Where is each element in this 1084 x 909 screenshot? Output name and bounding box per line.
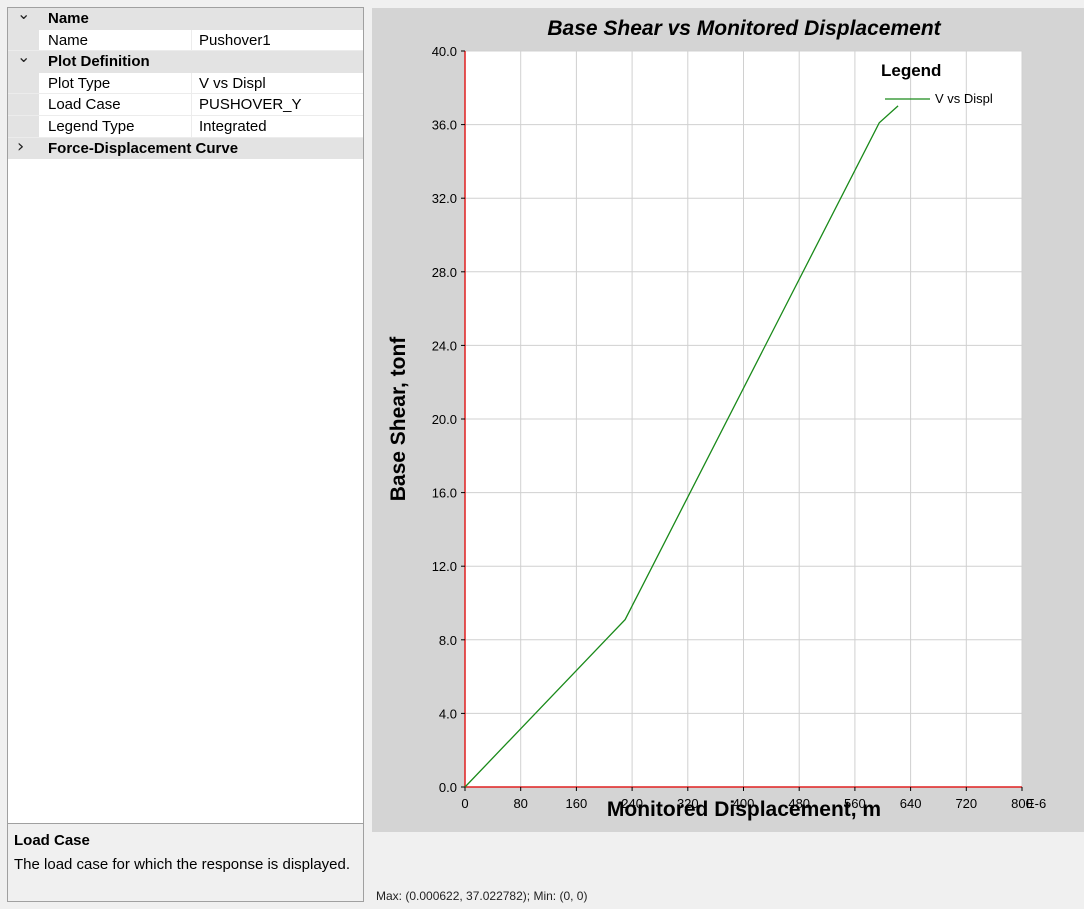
property-name: Legend Type [48, 117, 135, 135]
y-tick-label: 32.0 [432, 191, 457, 206]
y-tick-label: 0.0 [439, 780, 457, 795]
chart-panel: 0 80 160 240 320 400 480 560 640 720 800 0.0 4.0 8.0 1… [372, 8, 1084, 832]
status-bar: Max: (0.000622, 37.022782); Min: (0, 0) [372, 884, 1084, 909]
category-label: Force-Displacement Curve [48, 139, 239, 157]
x-tick-label: 160 [566, 796, 588, 811]
x-tick-label: 240 [621, 796, 643, 811]
y-tick-label: 20.0 [432, 412, 457, 427]
category-label: Name [48, 10, 89, 27]
help-box: Load Case The load case for which the re… [8, 823, 363, 901]
property-row[interactable]: Load Case PUSHOVER_Y [8, 94, 363, 116]
legend-label: V vs Displ [935, 91, 993, 106]
property-value[interactable]: PUSHOVER_Y [191, 94, 363, 115]
x-tick-label: 800 [1011, 796, 1033, 811]
y-tick-label: 28.0 [432, 265, 457, 280]
series-line[interactable] [464, 105, 899, 788]
row-gutter [8, 115, 39, 137]
row-gutter [8, 72, 39, 94]
chevron-right-icon[interactable]: › [17, 135, 25, 157]
category-row[interactable]: › Force-Displacement Curve [8, 135, 363, 160]
chevron-down-icon[interactable]: ⌄ [17, 47, 31, 67]
property-value[interactable]: Integrated [191, 115, 363, 137]
category-label: Plot Definition [48, 53, 150, 71]
y-tick-label: 4.0 [439, 706, 457, 721]
property-name: Plot Type [48, 74, 111, 92]
help-title: Load Case [14, 832, 90, 849]
y-axis-label: Base Shear, tonf [387, 336, 410, 502]
status-text: Max: (0.000622, 37.022782); Min: (0, 0) [376, 889, 588, 903]
row-gutter [8, 94, 39, 115]
x-tick-label: 720 [955, 796, 977, 811]
x-scale-label: E-6 [1026, 796, 1046, 811]
pushover-chart[interactable]: 0 80 160 240 320 400 480 560 640 720 800 0.0 4.0 8.0 1… [372, 8, 1084, 832]
x-tick-label: 320 [677, 796, 699, 811]
property-value[interactable]: V vs Displ [191, 72, 363, 94]
x-axis-label: Monitored Displacement, m [607, 798, 881, 821]
x-tick-label: 0 [461, 796, 468, 811]
property-panel: ⌄ Name Name Pushover1 ⌄ Plot Definition Plot T… [7, 4, 364, 902]
y-tick-label: 8.0 [439, 633, 457, 648]
legend-title: Legend [881, 61, 941, 80]
x-tick-label: 560 [844, 796, 866, 811]
property-row[interactable]: Name Pushover1 [8, 29, 363, 52]
property-grid: ⌄ Name Name Pushover1 ⌄ Plot Definition Plot T… [8, 4, 363, 822]
help-text: The load case for which the response is … [14, 856, 351, 873]
chevron-down-icon[interactable]: ⌄ [17, 4, 31, 23]
property-name: Load Case [48, 96, 121, 114]
property-row[interactable]: Plot Type V vs Displ [8, 72, 363, 95]
property-row[interactable]: Legend Type Integrated [8, 115, 363, 138]
y-tick-label: 12.0 [432, 559, 457, 574]
y-tick-label: 24.0 [432, 338, 457, 353]
category-row[interactable]: ⌄ Plot Definition [8, 47, 363, 73]
x-tick-label: 640 [900, 796, 922, 811]
property-name: Name [48, 31, 89, 49]
y-tick-label: 16.0 [432, 486, 457, 501]
y-tick-label: 36.0 [432, 118, 457, 133]
row-gutter [8, 29, 39, 51]
chart-title: Base Shear vs Monitored Displacement [547, 17, 941, 40]
x-tick-label: 80 [513, 796, 527, 811]
x-tick-label: 400 [733, 796, 755, 811]
property-value[interactable]: Pushover1 [191, 29, 363, 51]
x-tick-label: 480 [788, 796, 810, 811]
y-tick-label: 40.0 [432, 44, 457, 59]
category-row[interactable]: ⌄ Name [8, 4, 363, 30]
